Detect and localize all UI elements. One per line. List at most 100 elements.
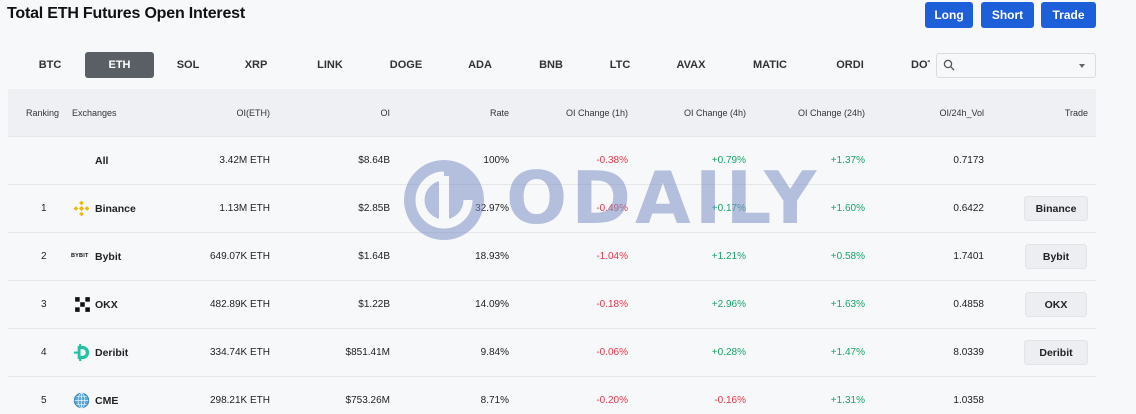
tab-link[interactable]: LINK (317, 59, 343, 71)
tab-xrp[interactable]: XRP (244, 59, 268, 71)
col-trade: Trade (1064, 108, 1088, 118)
oi-vol-cell: 1.0358 (953, 395, 984, 406)
page-title: Total ETH Futures Open Interest (7, 5, 245, 22)
oi-vol-cell: 8.0339 (953, 347, 984, 358)
oi-eth-cell: 298.21K ETH (209, 395, 270, 406)
rate-cell: 9.84% (480, 347, 509, 358)
page-header: Total ETH Futures Open Interest Long Sho… (0, 0, 1136, 34)
col-rate: Rate (489, 108, 509, 118)
coin-search-select[interactable] (936, 53, 1096, 78)
oi-change-4h-cell: +1.21% (711, 251, 746, 262)
oi-change-24h-cell: +1.31% (830, 395, 865, 406)
tab-ordi[interactable]: ORDI (836, 59, 864, 71)
rate-cell: 100% (483, 155, 509, 166)
oi-vol-cell: 1.7401 (953, 251, 984, 262)
table-header: Ranking Exchanges OI(ETH) OI Rate OI Cha… (8, 89, 1096, 137)
open-interest-table: Ranking Exchanges OI(ETH) OI Rate OI Cha… (8, 89, 1096, 414)
table-row: 5 CME 298.21K ETH $753.26M 8.71% -0.20% … (8, 377, 1096, 414)
tab-sol[interactable]: SOL (176, 59, 200, 71)
rank-cell: 3 (41, 299, 47, 310)
exchange-name: All (95, 155, 109, 167)
binance-icon (73, 200, 90, 217)
col-oi-change-1h: OI Change (1h) (565, 108, 628, 118)
search-input[interactable] (959, 57, 1069, 74)
oi-cell: $1.22B (358, 299, 390, 310)
tab-avax[interactable]: AVAX (676, 59, 706, 71)
rank-cell: 4 (41, 347, 47, 358)
oi-change-4h-cell: +0.17% (711, 203, 746, 214)
table-row: 4 Deribit 334.74K ETH $851.41M 9.84% -0.… (8, 329, 1096, 377)
exchange-name: Binance (95, 203, 136, 215)
trade-binance-button[interactable]: Binance (1024, 196, 1088, 221)
search-icon (943, 59, 955, 71)
oi-change-1h-cell: -1.04% (596, 251, 628, 262)
oi-change-4h-cell: -0.16% (714, 395, 746, 406)
oi-cell: $1.64B (358, 251, 390, 262)
oi-change-1h-cell: -0.20% (596, 395, 628, 406)
rank-cell: 1 (41, 203, 47, 214)
col-oi-eth: OI(ETH) (236, 108, 271, 118)
tab-dot[interactable]: DOT (911, 59, 930, 71)
oi-cell: $8.64B (358, 155, 390, 166)
oi-change-24h-cell: +1.37% (830, 155, 865, 166)
oi-eth-cell: 482.89K ETH (209, 299, 270, 310)
trade-deribit-button[interactable]: Deribit (1024, 340, 1088, 365)
tab-doge[interactable]: DOGE (389, 59, 423, 71)
oi-vol-cell: 0.7173 (953, 155, 984, 166)
oi-change-1h-cell: -0.38% (596, 155, 628, 166)
col-oi: OI (380, 108, 390, 118)
rate-cell: 32.97% (475, 203, 509, 214)
long-button[interactable]: Long (925, 2, 973, 28)
bybit-icon: BYBIT (71, 253, 89, 259)
oi-change-24h-cell: +1.60% (830, 203, 865, 214)
oi-change-24h-cell: +1.63% (830, 299, 865, 310)
exchange-name: Bybit (95, 251, 122, 263)
oi-change-1h-cell: -0.06% (596, 347, 628, 358)
col-oi-change-24h: OI Change (24h) (797, 108, 865, 118)
coin-tabs: BTC ETH SOL XRP LINK DOGE ADA BNB LTC AV… (0, 52, 930, 78)
col-oi-change-4h: OI Change (4h) (683, 108, 746, 118)
oi-change-24h-cell: +0.58% (830, 251, 865, 262)
oi-cell: $2.85B (358, 203, 390, 214)
col-ranking: Ranking (26, 108, 60, 118)
rate-cell: 14.09% (475, 299, 509, 310)
oi-change-4h-cell: +0.28% (711, 347, 746, 358)
oi-vol-cell: 0.4858 (953, 299, 984, 310)
oi-cell: $851.41M (345, 347, 390, 358)
exchange-name: OKX (95, 299, 118, 311)
table-row: 2 BYBIT Bybit 649.07K ETH $1.64B 18.93% … (8, 233, 1096, 281)
tab-ltc[interactable]: LTC (609, 59, 631, 71)
oi-change-24h-cell: +1.47% (830, 347, 865, 358)
tab-matic[interactable]: MATIC (752, 59, 787, 71)
oi-eth-cell: 1.13M ETH (219, 203, 270, 214)
trade-bybit-button[interactable]: Bybit (1025, 244, 1087, 269)
col-exchanges: Exchanges (72, 108, 117, 118)
col-oi-24h-vol: OI/24h_Vol (939, 108, 984, 118)
chevron-down-icon (1079, 64, 1085, 68)
short-button[interactable]: Short (981, 2, 1034, 28)
tab-ada[interactable]: ADA (468, 59, 492, 71)
tab-btc[interactable]: BTC (38, 59, 62, 71)
rate-cell: 8.71% (480, 395, 509, 406)
table-row: 1 Binance 1.13M ETH $2.85B 32.97% -0.49%… (8, 185, 1096, 233)
oi-eth-cell: 3.42M ETH (219, 155, 270, 166)
oi-change-1h-cell: -0.49% (596, 203, 628, 214)
deribit-icon (73, 343, 90, 362)
rank-cell: 2 (41, 251, 47, 262)
rate-cell: 18.93% (475, 251, 509, 262)
oi-cell: $753.26M (345, 395, 390, 406)
oi-change-4h-cell: +2.96% (711, 299, 746, 310)
rank-cell: 5 (41, 395, 47, 406)
okx-icon (75, 297, 90, 312)
table-row: All 3.42M ETH $8.64B 100% -0.38% +0.79% … (8, 137, 1096, 185)
cme-icon (73, 392, 90, 409)
table-row: 3 OKX 482.89K ETH $1.22B 14.09% -0.18% +… (8, 281, 1096, 329)
exchange-name: CME (95, 395, 119, 407)
trade-okx-button[interactable]: OKX (1025, 292, 1087, 317)
oi-eth-cell: 649.07K ETH (209, 251, 270, 262)
tab-bnb[interactable]: BNB (539, 59, 563, 71)
tab-eth[interactable]: ETH (85, 52, 154, 78)
trade-button[interactable]: Trade (1041, 2, 1096, 28)
oi-vol-cell: 0.6422 (953, 203, 984, 214)
exchange-name: Deribit (95, 347, 129, 359)
